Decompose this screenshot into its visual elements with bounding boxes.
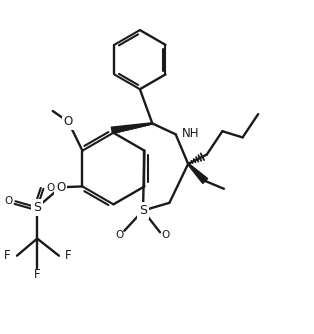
Text: F: F [65,249,72,262]
Polygon shape [111,123,152,133]
Text: NH: NH [181,127,199,140]
Text: O: O [46,183,54,193]
Text: F: F [4,249,11,262]
Text: S: S [139,204,147,217]
Polygon shape [188,163,208,183]
Text: O: O [56,181,65,194]
Text: O: O [162,230,170,240]
Text: S: S [33,201,41,214]
Text: F: F [34,269,41,282]
Text: O: O [116,229,124,239]
Text: O: O [64,115,73,128]
Text: O: O [4,196,13,206]
